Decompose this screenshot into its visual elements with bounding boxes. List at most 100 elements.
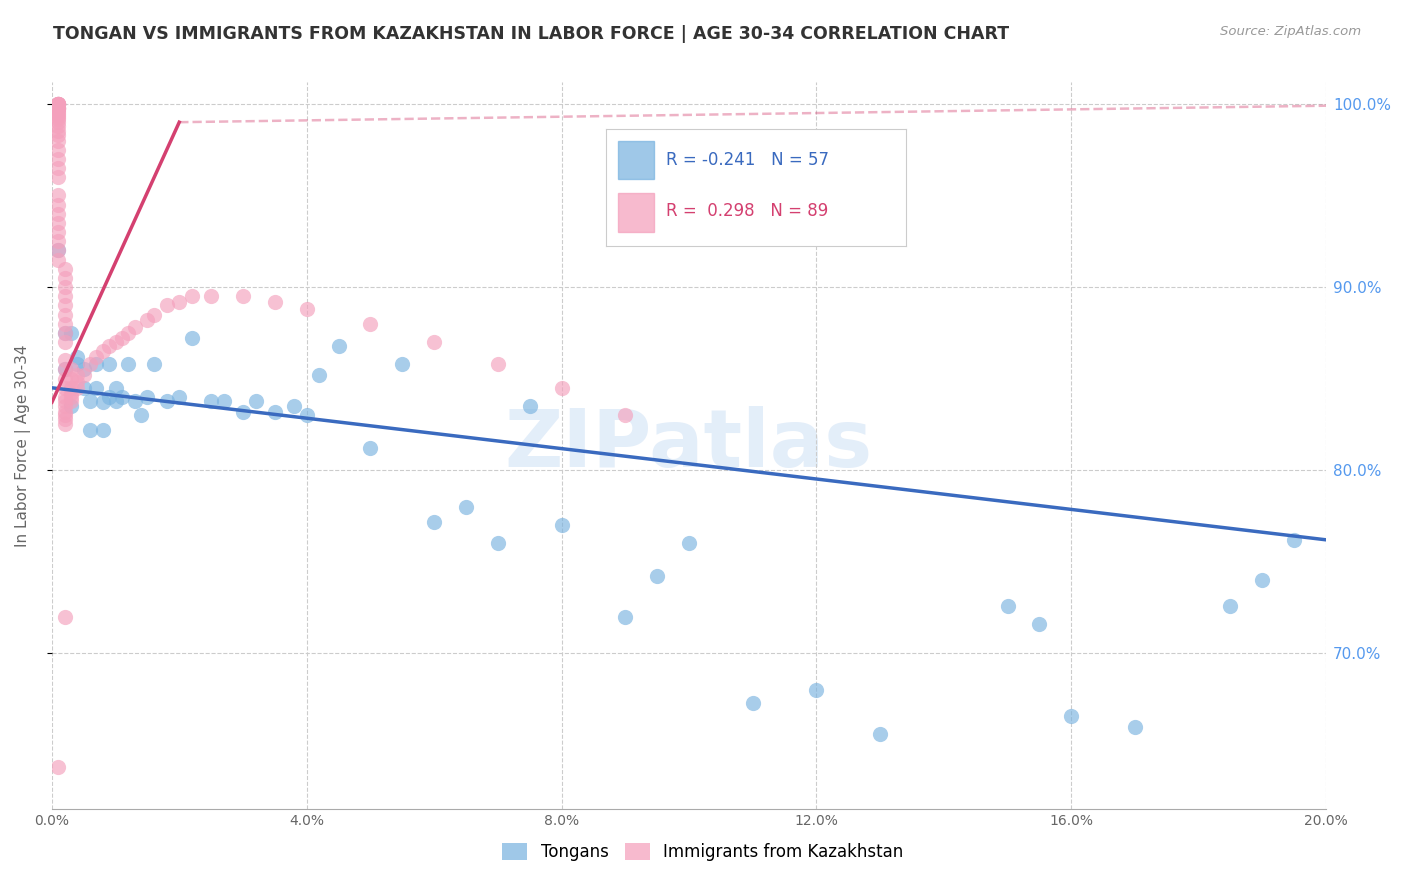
Point (79, 357, 101, 371)
Point (46, 96, 69, 111)
Point (53, 393, 76, 408)
Point (104, 393, 127, 408)
Point (200, 393, 222, 408)
Point (519, 399, 541, 413)
Point (59, 386, 82, 401)
Point (46, 244, 69, 258)
Point (86, 381, 108, 395)
Point (98, 390, 121, 404)
Point (46, 112, 69, 126)
Point (124, 393, 146, 408)
Point (1282, 533, 1305, 547)
Point (142, 308, 165, 322)
Point (155, 298, 177, 312)
Point (59, 381, 82, 395)
Point (46, 161, 69, 175)
Point (53, 308, 76, 322)
Point (79, 423, 101, 437)
Point (46, 119, 69, 133)
Point (46, 106, 69, 120)
Point (53, 609, 76, 624)
Point (86, 357, 108, 371)
Point (308, 368, 330, 382)
Point (46, 170, 69, 185)
Point (46, 244, 69, 258)
Point (46, 216, 69, 230)
Point (98, 339, 121, 353)
Point (1251, 573, 1274, 587)
Point (212, 393, 235, 408)
Point (59, 399, 82, 413)
Point (86, 350, 108, 364)
Point (46, 96, 69, 111)
Point (53, 399, 76, 413)
Point (53, 371, 76, 385)
Point (136, 390, 159, 404)
Point (117, 326, 139, 340)
Point (46, 108, 69, 122)
Point (66, 381, 89, 395)
Point (98, 357, 121, 371)
Point (53, 317, 76, 331)
Point (59, 362, 82, 376)
Point (53, 353, 76, 368)
Point (53, 417, 76, 432)
Point (997, 599, 1019, 613)
Point (66, 368, 89, 382)
Point (454, 500, 477, 514)
Point (283, 399, 305, 413)
Point (232, 289, 254, 303)
Point (53, 412, 76, 426)
Point (59, 393, 82, 408)
Point (46, 197, 69, 211)
Point (181, 331, 204, 345)
Point (142, 357, 165, 371)
Point (46, 96, 69, 111)
Point (486, 357, 509, 371)
Point (359, 317, 381, 331)
Point (741, 696, 763, 710)
Point (46, 760, 69, 774)
Point (104, 334, 127, 349)
Point (46, 225, 69, 239)
Point (53, 261, 76, 276)
Point (46, 124, 69, 138)
Point (73, 362, 96, 376)
Point (79, 393, 101, 408)
Point (66, 350, 89, 364)
Point (53, 326, 76, 340)
Point (46, 188, 69, 202)
Point (245, 393, 267, 408)
Point (91, 395, 114, 409)
Point (53, 298, 76, 312)
Point (46, 101, 69, 115)
Point (46, 143, 69, 157)
Point (1123, 720, 1146, 734)
Point (53, 280, 76, 294)
Point (46, 104, 69, 119)
Text: ZIPatlas: ZIPatlas (505, 407, 873, 484)
Point (423, 515, 446, 529)
Legend: Tongans, Immigrants from Kazakhstan: Tongans, Immigrants from Kazakhstan (495, 836, 911, 868)
Point (806, 683, 828, 698)
Y-axis label: In Labor Force | Age 30-34: In Labor Force | Age 30-34 (15, 344, 31, 547)
Point (73, 381, 96, 395)
Point (359, 442, 381, 456)
Point (59, 371, 82, 385)
Point (46, 101, 69, 115)
Point (46, 96, 69, 111)
Point (129, 409, 152, 423)
Point (46, 234, 69, 248)
Point (124, 320, 146, 334)
Point (46, 96, 69, 111)
Point (167, 390, 190, 404)
Text: TONGAN VS IMMIGRANTS FROM KAZAKHSTAN IN LABOR FORCE | AGE 30-34 CORRELATION CHAR: TONGAN VS IMMIGRANTS FROM KAZAKHSTAN IN … (53, 25, 1010, 43)
Point (263, 294, 285, 309)
Point (295, 301, 318, 316)
Point (46, 96, 69, 111)
Point (391, 357, 413, 371)
Point (167, 294, 190, 309)
Point (46, 101, 69, 115)
Point (53, 409, 76, 423)
Point (66, 357, 89, 371)
